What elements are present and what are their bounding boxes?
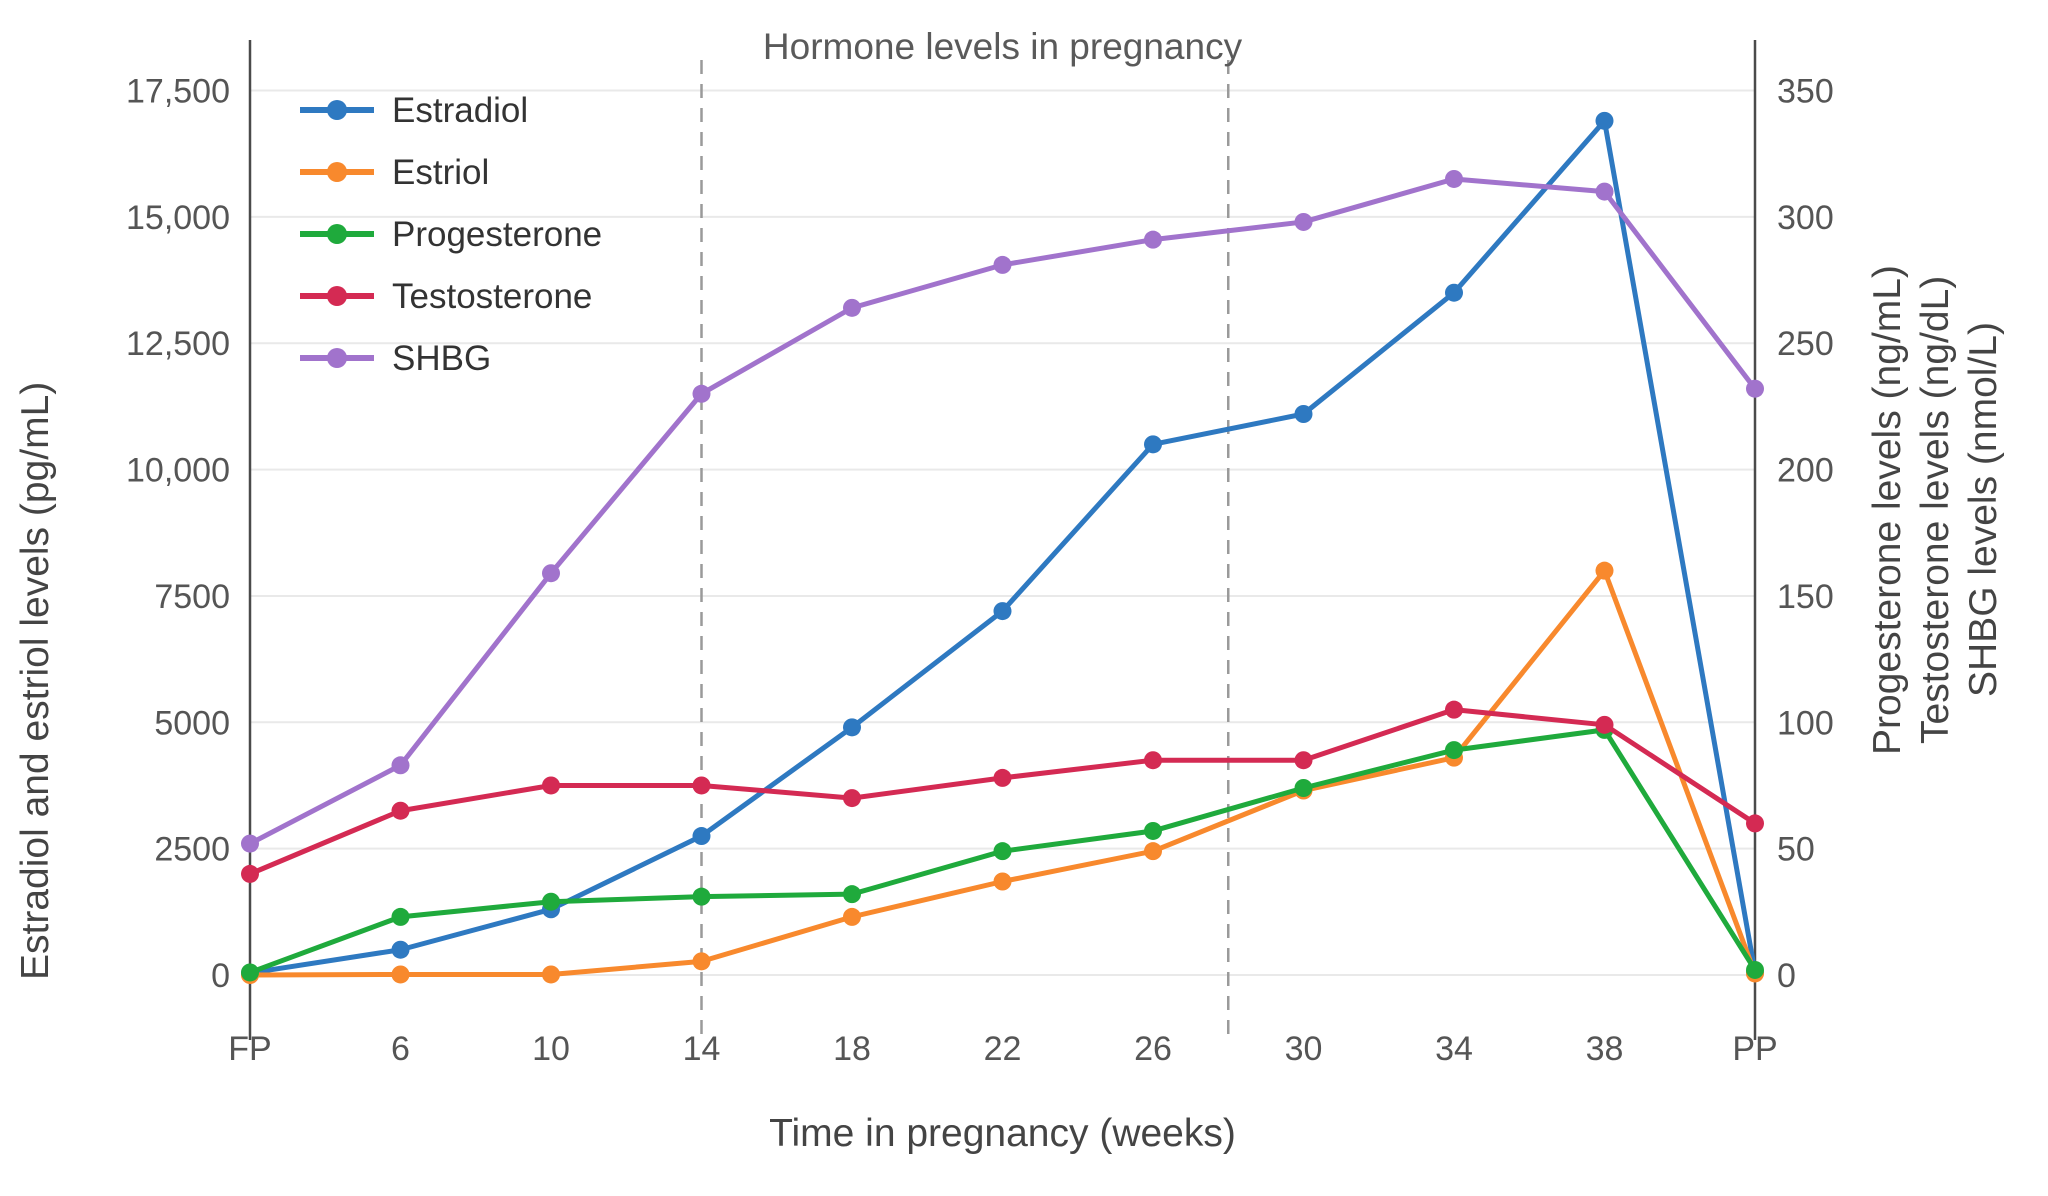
left-axis-tick-label: 12,500 [126,325,230,363]
x-axis-tick-label: 30 [1285,1030,1323,1068]
series-marker-estradiol [843,718,861,737]
series-marker-testosterone [241,864,259,883]
x-axis-tick-label: FP [228,1030,271,1068]
legend-item-estriol[interactable]: Estriol [300,153,489,192]
legend-item-progesterone[interactable]: Progesterone [300,215,602,254]
series-marker-estriol [542,965,560,984]
series-marker-shbg [1595,182,1614,201]
series-marker-testosterone [1144,751,1162,770]
series-marker-shbg [241,834,259,853]
x-axis-tick-label: 34 [1435,1030,1473,1068]
right-y-axis-title: Progesterone levels (ng/mL) Testosterone… [1866,40,2006,980]
legend-marker-swatch [327,286,347,306]
series-marker-estriol [843,907,861,926]
series-marker-estradiol [1294,405,1313,423]
x-axis-title: Time in pregnancy (weeks) [769,1112,1236,1155]
left-axis-tick-label: 7500 [154,578,230,616]
legend-label: Estriol [392,153,489,192]
left-y-axis-title: Estradiol and estriol levels (pg/mL) [14,381,57,980]
series-marker-testosterone [1445,700,1463,719]
x-axis-tick-label: 14 [683,1030,721,1068]
series-marker-testosterone [1746,814,1764,833]
right-axis-tick-label: 250 [1777,325,1834,363]
legend-marker-swatch [327,100,347,120]
x-axis-tick-label: 6 [391,1030,410,1068]
legend-marker-swatch [327,348,347,368]
series-marker-testosterone [542,776,560,795]
legend-label: SHBG [392,339,491,378]
right-axis-tick-label: 300 [1777,199,1834,237]
series-marker-testosterone [843,789,861,808]
series-marker-shbg [391,756,410,775]
legend-label: Progesterone [392,215,602,254]
series-marker-progesterone [391,907,410,926]
series-marker-progesterone [1144,821,1162,840]
left-axis-tick-label: 17,500 [126,73,230,111]
series-marker-shbg [692,384,711,403]
series-marker-testosterone [391,801,410,820]
right-y-axis-title-testosterone: Testosterone levels (ng/dL) [1914,275,1957,745]
right-axis-tick-label: 150 [1777,578,1834,616]
series-marker-progesterone [241,963,259,982]
series-marker-estradiol [993,602,1012,621]
right-y-axis-title-shbg: SHBG levels (nmol/L) [1962,322,2005,698]
series-marker-estradiol [391,940,410,959]
right-axis-tick-label: 200 [1777,452,1834,490]
series-marker-estradiol [1144,435,1162,454]
series-marker-estriol [1144,842,1162,861]
legend-item-estradiol[interactable]: Estradiol [300,91,528,130]
legend-marker-swatch [327,162,347,182]
series-marker-progesterone [1746,960,1764,979]
x-axis-tick-label: 10 [532,1030,570,1068]
series-marker-shbg [542,564,560,583]
x-axis-tick-label: 38 [1586,1030,1624,1068]
legend-label: Testosterone [392,277,592,316]
series-marker-shbg [1144,230,1162,249]
right-axis-tick-label: 0 [1777,957,1796,995]
right-axis-tick-label: 350 [1777,73,1834,111]
series-marker-testosterone [1595,715,1614,734]
chart-title: Hormone levels in pregnancy [762,26,1243,67]
left-axis-tick-label: 10,000 [126,452,230,490]
series-marker-shbg [1294,212,1313,231]
series-marker-estriol [1595,561,1614,580]
series-marker-shbg [1746,379,1764,398]
series-marker-progesterone [843,885,861,904]
legend-item-testosterone[interactable]: Testosterone [300,277,592,316]
right-axis-tick-label: 100 [1777,704,1834,742]
x-axis-tick-label: 18 [833,1030,871,1068]
series-marker-shbg [843,298,861,317]
series-marker-progesterone [692,887,711,906]
series-marker-estradiol [1445,283,1463,302]
series-marker-shbg [993,255,1012,274]
series-marker-estradiol [1595,111,1614,130]
series-marker-progesterone [993,842,1012,861]
x-axis-tick-label: PP [1732,1030,1777,1068]
series-marker-shbg [1445,169,1463,188]
series-marker-progesterone [1445,741,1463,760]
legend-marker-swatch [327,224,347,244]
right-y-axis-title-progesterone: Progesterone levels (ng/mL) [1866,265,1909,755]
x-axis-tick-label: 22 [984,1030,1022,1068]
series-marker-estriol [391,965,410,984]
left-axis-tick-label: 2500 [154,831,230,869]
series-marker-estradiol [692,827,711,846]
series-marker-testosterone [692,776,711,795]
legend-label: Estradiol [392,91,528,130]
series-marker-estriol [993,872,1012,891]
left-axis-tick-label: 0 [211,957,230,995]
left-axis-tick-label: 15,000 [126,199,230,237]
left-axis-tick-label: 5000 [154,704,230,742]
right-axis-tick-label: 50 [1777,831,1815,869]
legend-item-shbg[interactable]: SHBG [300,339,491,378]
x-axis-tick-label: 26 [1134,1030,1172,1068]
series-marker-testosterone [993,768,1012,787]
series-marker-progesterone [542,892,560,911]
series-marker-estriol [692,952,711,971]
series-marker-progesterone [1294,779,1313,797]
series-marker-testosterone [1294,751,1313,770]
